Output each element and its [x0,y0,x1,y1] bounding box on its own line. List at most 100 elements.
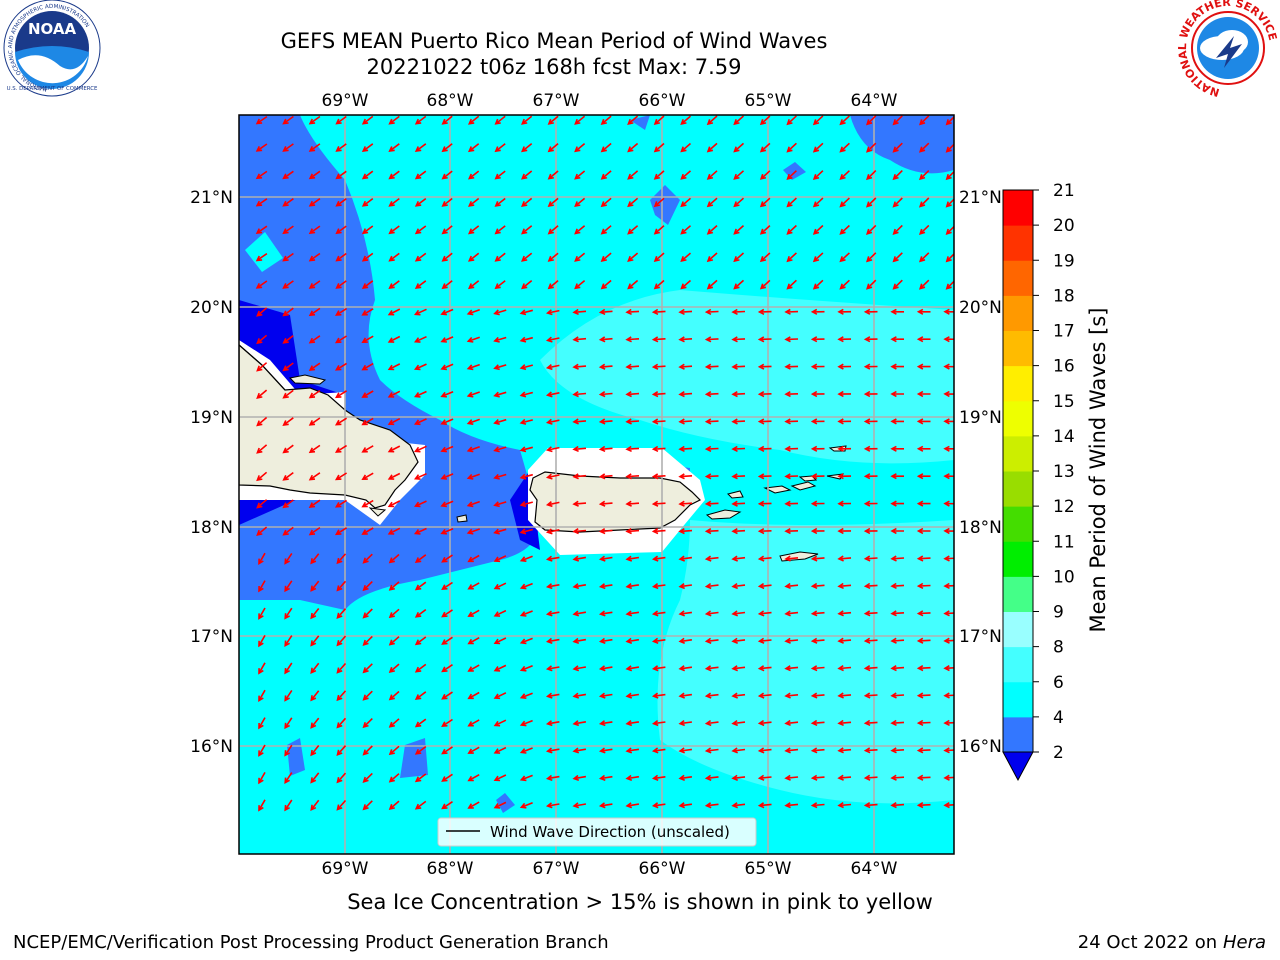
wave-direction-arrow [892,279,903,290]
wave-direction-arrow [627,225,639,235]
wave-direction-arrow [308,389,321,399]
lon-label-bottom: 64°W [851,859,898,879]
virgin-islands [763,485,792,494]
wave-direction-arrow [598,500,613,507]
wave-direction-arrow [545,363,560,371]
wave-direction-arrow [598,336,613,343]
wave-direction-arrow [388,115,400,125]
wave-direction-arrow [704,610,719,617]
wave-direction-arrow [863,719,878,727]
wave-direction-arrow [310,662,320,675]
wave-direction-arrow [943,527,954,535]
wave-direction-arrow [519,582,533,590]
wave-direction-arrow [678,610,693,617]
wave-direction-arrow [572,774,587,781]
wave-direction-arrow [282,280,294,289]
wave-direction-arrow [335,115,347,125]
wave-direction-arrow [810,473,825,480]
colorbar-segment [1003,435,1033,472]
wave-direction-arrow [572,308,587,316]
wave-direction-arrow [545,692,560,699]
lon-label-top: 69°W [322,91,369,111]
wave-direction-arrow [653,225,665,235]
wave-direction-arrow [943,637,954,644]
wave-direction-arrow [414,252,427,262]
wave-direction-arrow [387,500,401,508]
wave-direction-arrow [890,336,904,343]
wave-direction-arrow [467,637,480,645]
wave-direction-arrow [759,225,771,235]
wave-direction-arrow [441,664,453,673]
wave-direction-arrow [441,636,453,645]
period-zone-6-8 [657,520,954,804]
wave-direction-arrow [388,170,400,180]
wave-direction-arrow [651,802,666,809]
wave-direction-arrow [494,143,506,153]
wave-direction-arrow [733,225,745,235]
wave-direction-arrow [651,610,666,617]
wave-direction-arrow [284,772,293,784]
wave-direction-arrow [704,336,719,343]
wave-direction-arrow [493,528,507,535]
wave-direction-arrow [414,197,427,207]
wave-direction-arrow [625,528,640,535]
wave-direction-arrow [466,500,480,508]
wave-direction-arrow [521,142,533,153]
wave-direction-arrow [467,115,480,125]
wave-direction-arrow [467,554,480,563]
wave-direction-arrow [706,170,718,180]
wave-direction-arrow [918,170,930,181]
wave-direction-arrow [759,252,771,263]
wave-direction-arrow [865,279,877,290]
wave-direction-arrow [572,583,587,590]
wave-direction-arrow [335,225,347,235]
colorbar-segment [1003,576,1033,612]
wave-direction-arrow [706,115,718,126]
wave-direction-arrow [362,745,373,756]
wave-direction-arrow [757,747,772,754]
wave-direction-arrow [521,170,533,180]
wave-direction-arrow [812,115,824,126]
wave-direction-arrow [284,552,293,565]
wave-direction-arrow [651,418,666,425]
wave-direction-arrow [335,280,347,289]
wave-direction-arrow [388,718,400,728]
wave-direction-arrow [863,555,878,562]
wave-direction-arrow [519,802,533,809]
wave-direction-arrow [680,170,692,180]
wave-direction-arrow [467,252,480,262]
wave-direction-arrow [441,691,453,700]
colorbar-tick-label: 21 [1053,181,1075,201]
wave-direction-arrow [731,692,746,699]
wave-direction-arrow [918,115,930,126]
wave-direction-arrow [545,555,560,562]
wave-direction-arrow [943,418,954,425]
wave-direction-arrow [466,446,480,453]
wave-direction-arrow [784,363,799,370]
wave-direction-arrow [627,170,639,180]
wave-direction-arrow [837,336,852,343]
wave-direction-arrow [863,390,878,398]
wave-direction-arrow [521,279,533,290]
wave-direction-arrow [839,170,850,181]
wave-direction-arrow [545,802,560,809]
wave-direction-arrow [362,772,373,783]
wave-direction-arrow [572,720,587,727]
wave-direction-arrow [943,473,954,480]
wave-direction-arrow [284,607,293,620]
wave-direction-arrow [361,225,374,235]
wave-direction-arrow [918,279,930,290]
wave-direction-arrow [863,774,878,781]
colorbar-segment [1003,471,1033,507]
wave-direction-arrow [388,608,400,619]
wave-direction-arrow [810,774,825,781]
wave-direction-arrow [704,665,719,672]
wave-direction-arrow [598,418,613,425]
wave-direction-arrow [890,802,905,809]
wave-direction-arrow [943,747,954,754]
wave-direction-arrow [572,336,587,343]
wave-direction-arrow [336,580,347,592]
wave-direction-arrow [678,391,693,398]
wave-direction-arrow [440,336,454,343]
wave-direction-arrow [258,552,266,566]
